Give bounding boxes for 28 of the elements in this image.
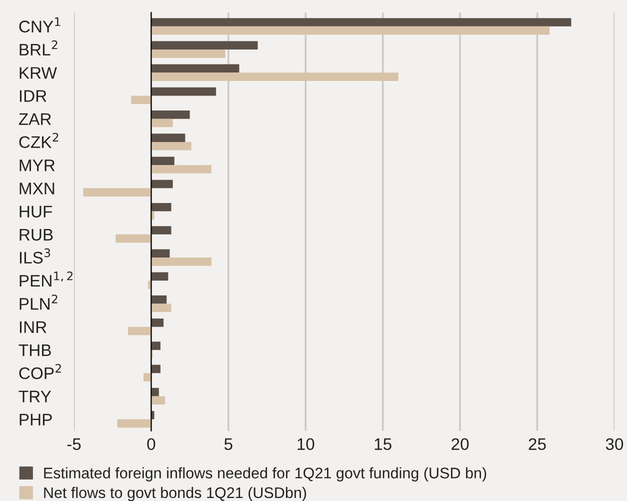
y-tick-label: CNY$^{1}$ <box>19 17 60 32</box>
x-tick-label: 25 <box>528 438 546 450</box>
x-tick-label: 20 <box>452 438 469 450</box>
y-tick-label: HUF <box>20 206 52 218</box>
legend-label: Net flows to govt bonds 1Q21 (USDbn) <box>44 486 306 501</box>
y-tick-label: PHP <box>20 414 52 426</box>
x-tick-label: 15 <box>374 438 392 450</box>
y-tick-label: KRW <box>20 67 57 79</box>
x-tick-label: -5 <box>67 438 81 450</box>
y-tick-label: MXN <box>20 182 54 194</box>
y-tick-label: RUB <box>20 228 53 241</box>
x-tick-label: 30 <box>606 438 624 450</box>
y-tick-label: PLN$^{2}$ <box>20 294 58 310</box>
y-tick-label: CZK$^{2}$ <box>19 132 58 148</box>
y-tick-label: MYR <box>20 160 55 172</box>
x-tick-label: 10 <box>298 438 314 450</box>
y-tick-label: COP$^{2}$ <box>19 364 61 380</box>
y-tick-label: THB <box>18 344 51 356</box>
x-tick-label: 0 <box>147 438 156 450</box>
y-tick-label: INR <box>20 321 46 333</box>
x-tick-label: 5 <box>224 438 232 450</box>
y-tick-label: BRL$^{2}$ <box>20 40 58 56</box>
y-tick-label: IDR <box>20 90 46 102</box>
y-tick-label: TRY <box>18 390 52 402</box>
legend-label: Estimated foreign inflows needed for 1Q21 govt funding (USD bn) <box>44 467 486 482</box>
y-tick-label: PEN$^{1,2}$ <box>20 272 73 287</box>
y-tick-label: ILS$^{3}$ <box>20 248 50 264</box>
y-tick-label: ZAR <box>18 113 51 125</box>
